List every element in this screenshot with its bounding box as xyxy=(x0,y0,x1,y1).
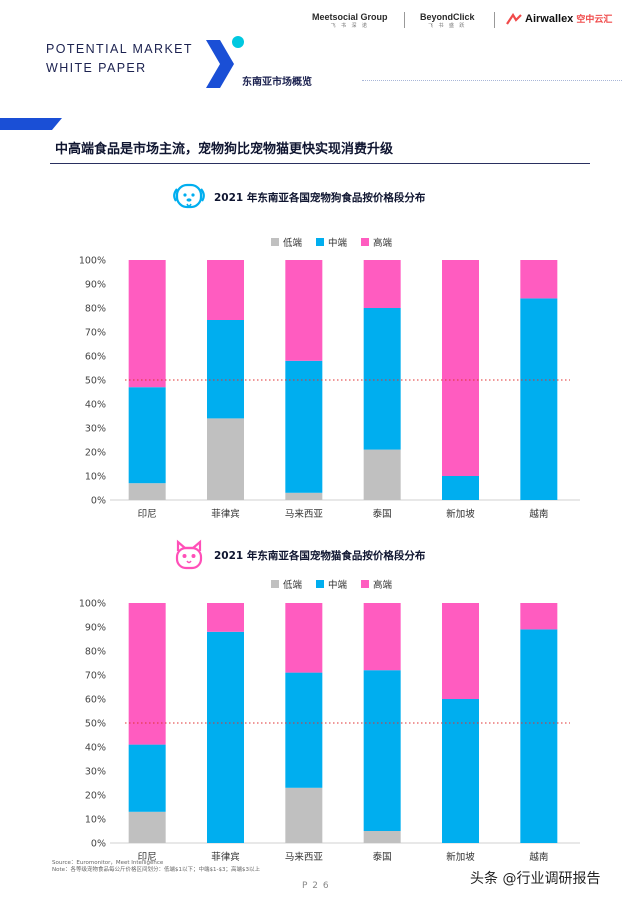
legend-item-high: 高端 xyxy=(361,235,392,249)
x-tick-label: 新加坡 xyxy=(446,508,475,520)
x-tick-label: 新加坡 xyxy=(446,851,475,863)
y-tick-label: 50% xyxy=(85,719,106,730)
x-tick-label: 泰国 xyxy=(373,851,392,863)
y-tick-label: 40% xyxy=(85,400,106,411)
y-tick-label: 90% xyxy=(85,280,106,291)
bar-segment-high xyxy=(285,260,323,361)
bar-segment-mid xyxy=(520,298,558,500)
bar-segment-mid xyxy=(363,670,401,831)
legend-item-high: 高端 xyxy=(361,577,392,591)
bar-segment-mid xyxy=(442,699,479,843)
y-tick-label: 60% xyxy=(85,695,106,706)
watermark: 头条 @行业调研报告 xyxy=(470,871,601,887)
bar-segment-high xyxy=(207,603,244,632)
source-note: Source：Euromonitor，Meet Intelligence Not… xyxy=(52,860,260,874)
legend-item-low: 低端 xyxy=(271,235,302,249)
report-title-line1: POTENTIAL MARKET xyxy=(46,42,193,56)
bar-segment-low xyxy=(207,418,244,500)
x-tick-label: 印尼 xyxy=(138,508,157,520)
x-tick-label: 马来西亚 xyxy=(285,509,324,520)
bar-segment-high xyxy=(520,260,558,299)
bar-segment-high xyxy=(128,603,166,745)
y-tick-label: 90% xyxy=(85,623,106,634)
y-tick-label: 70% xyxy=(85,328,106,339)
y-tick-label: 0% xyxy=(91,496,106,507)
x-tick-label: 菲律宾 xyxy=(211,508,240,520)
bar-segment-high xyxy=(363,260,401,308)
bar-segment-mid xyxy=(207,631,244,843)
dog-food-price-chart: 0% 10% 20% 30% 40% 50% 60% 70% 80% 90% 100% 印尼 菲律宾 马来… xyxy=(79,256,580,520)
dotted-divider xyxy=(362,80,622,81)
note-line: Note：各等级宠物食品每公斤价格区间划分：低端$1以下；中端$1-$3；高端$… xyxy=(52,867,261,873)
x-tick-label: 越南 xyxy=(529,508,548,520)
x-tick-label: 马来西亚 xyxy=(285,852,324,863)
bar-segment-low xyxy=(363,449,401,500)
bar-segment-high xyxy=(207,260,244,320)
bar-segment-low xyxy=(363,831,401,843)
bar-segment-high xyxy=(128,260,166,388)
page-number: P 2 6 xyxy=(302,881,330,891)
y-tick-label: 80% xyxy=(85,304,106,315)
bar-segment-high xyxy=(442,603,479,699)
y-tick-label: 50% xyxy=(85,376,106,387)
airwallex-logo: Airwallex 空中云汇 xyxy=(506,12,612,25)
y-tick-label: 80% xyxy=(85,647,106,658)
y-tick-label: 40% xyxy=(85,743,106,754)
chart2-legend: 低端 中端 高端 xyxy=(271,577,406,591)
bar-segment-mid xyxy=(285,672,323,788)
x-tick-label: 菲律宾 xyxy=(211,851,240,863)
chart1-legend: 低端 中端 高端 xyxy=(271,235,406,249)
x-tick-label: 泰国 xyxy=(373,508,392,520)
bar-segment-mid xyxy=(207,320,244,419)
y-tick-label: 30% xyxy=(85,767,106,778)
y-tick-label: 10% xyxy=(85,472,106,483)
main-heading: 中高端食品是市场主流，宠物狗比宠物猫更快实现消费升级 xyxy=(55,142,394,157)
section-title: 东南亚市场概览 xyxy=(242,77,312,88)
bar-segment-mid xyxy=(128,744,166,812)
legend-item-mid: 中端 xyxy=(316,235,347,249)
y-tick-label: 20% xyxy=(85,448,106,459)
airwallex-icon xyxy=(506,12,522,25)
bar-segment-low xyxy=(285,492,323,500)
bar-segment-mid xyxy=(520,629,558,843)
chart1-title: 2021 年东南亚各国宠物狗食品按价格段分布 xyxy=(214,192,426,204)
y-tick-label: 30% xyxy=(85,424,106,435)
legend-item-low: 低端 xyxy=(271,577,302,591)
x-tick-label: 印尼 xyxy=(138,851,157,863)
y-tick-label: 60% xyxy=(85,352,106,363)
bar-segment-high xyxy=(520,603,558,630)
heading-underline xyxy=(50,163,590,164)
report-title-line2: WHITE PAPER xyxy=(46,61,147,75)
bar-segment-mid xyxy=(363,308,401,450)
chart2-title: 2021 年东南亚各国宠物猫食品按价格段分布 xyxy=(214,550,426,562)
corner-stripe-decoration xyxy=(0,118,62,130)
chevron-logo-icon xyxy=(206,36,244,88)
bar-segment-low xyxy=(128,483,166,500)
logo-separator xyxy=(404,12,405,28)
bar-segment-low xyxy=(285,787,323,843)
bar-segment-high xyxy=(442,260,479,476)
bar-segment-mid xyxy=(442,476,479,500)
cat-icon xyxy=(175,539,203,570)
meetsocial-logo: Meetsocial Group 飞 书 深 诺 xyxy=(312,12,388,29)
beyondclick-logo: BeyondClick 飞 书 盛 跃 xyxy=(420,12,475,29)
logo-separator xyxy=(494,12,495,28)
source-line: Source：Euromonitor，Meet Intelligence xyxy=(52,860,164,866)
bar-segment-low xyxy=(128,811,166,843)
bar-segment-mid xyxy=(285,360,323,493)
y-tick-label: 70% xyxy=(85,671,106,682)
cat-food-price-chart: 0% 10% 20% 30% 40% 50% 60% 70% 80% 90% 100% 印尼 菲律宾 马来… xyxy=(79,599,580,863)
y-tick-label: 100% xyxy=(79,599,106,610)
bar-segment-high xyxy=(285,603,323,673)
y-tick-label: 20% xyxy=(85,791,106,802)
bar-segment-high xyxy=(363,603,401,671)
legend-item-mid: 中端 xyxy=(316,577,347,591)
dog-icon xyxy=(173,183,205,209)
y-tick-label: 0% xyxy=(91,839,106,850)
y-tick-label: 100% xyxy=(79,256,106,267)
report-title: POTENTIAL MARKET WHITE PAPER xyxy=(46,40,193,78)
bar-segment-mid xyxy=(128,387,166,484)
x-tick-label: 越南 xyxy=(529,851,548,863)
y-tick-label: 10% xyxy=(85,815,106,826)
